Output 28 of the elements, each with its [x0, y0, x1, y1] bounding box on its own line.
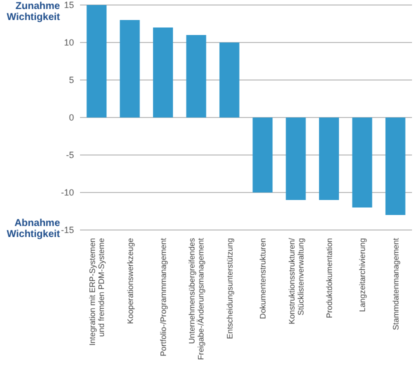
x-tick-label: Integration mit ERP-Systemen und fremden PDM-Systeme: [88, 237, 106, 346]
x-tick-label: Langzeitarchivierung: [358, 238, 368, 312]
y-tick-label: 10: [64, 37, 74, 48]
x-tick-label: Portfolio-/Programmmanagement: [159, 237, 168, 356]
y-tick-label: 0: [68, 112, 74, 122]
text: Abnahme Wichtigkeit: [6, 218, 61, 240]
y-tick-label: 5: [68, 74, 74, 85]
bar: [86, 5, 107, 118]
bar: [352, 118, 372, 208]
bar: [186, 35, 206, 118]
x-tick-label: Produktdokumentation: [325, 238, 334, 318]
text: Zunahme Wichtigkeit: [6, 1, 61, 23]
bar: [219, 42, 240, 118]
y-tick-label: -10: [60, 187, 74, 198]
y-tick-label: 15: [64, 0, 74, 10]
bar: [286, 118, 306, 200]
bar: [120, 20, 140, 118]
bar: [252, 118, 273, 192]
x-tick-label: Kooperationswerkzeuge: [126, 237, 135, 324]
x-tick-label: Entscheidungsunterstützung: [225, 238, 234, 339]
bar: [385, 118, 406, 215]
y-tick-label: -5: [66, 150, 74, 160]
x-tick-label: Dokumentenstrukturen: [258, 238, 268, 319]
y-tick-label: -15: [60, 224, 74, 235]
x-tick-label: Konstruktionsstrukturen/ Stücklistenverwaltung: [287, 237, 306, 324]
bar: [319, 118, 339, 200]
bar: [153, 28, 173, 118]
x-tick-label: Stammdatenmanagement: [391, 237, 400, 330]
